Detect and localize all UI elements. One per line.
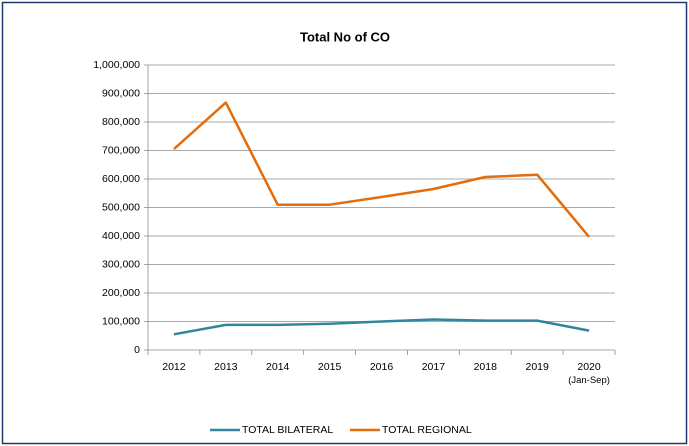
series-line xyxy=(173,101,591,238)
y-tick-label: 800,000 xyxy=(102,116,140,128)
x-tick-label: 2013 xyxy=(214,361,238,373)
x-tick-label: 2017 xyxy=(422,361,446,373)
x-tick-label: 2018 xyxy=(474,361,498,373)
y-tick-label: 100,000 xyxy=(102,315,140,327)
y-tick-label: 700,000 xyxy=(102,144,140,156)
x-tick-label: 2015 xyxy=(318,361,342,373)
chart-title: Total No of CO xyxy=(300,29,390,44)
y-tick-label: 500,000 xyxy=(102,201,140,213)
y-tick-label: 400,000 xyxy=(102,230,140,242)
x-tick-label: 2012 xyxy=(162,361,186,373)
x-tick-label: 2020 (Jan-Sep) xyxy=(568,361,610,386)
x-tick-label: 2019 xyxy=(525,361,549,373)
y-tick-label: 0 xyxy=(134,344,140,356)
x-tick-label: 2014 xyxy=(266,361,290,373)
legend-label: TOTAL REGIONAL xyxy=(382,424,472,436)
legend-label: TOTAL BILATERAL xyxy=(242,424,333,436)
y-tick-label: 1,000,000 xyxy=(93,59,140,71)
x-tick-label: 2016 xyxy=(370,361,394,373)
y-tick-label: 600,000 xyxy=(102,173,140,185)
series-line xyxy=(173,318,590,336)
y-tick-label: 200,000 xyxy=(102,287,140,299)
y-tick-label: 900,000 xyxy=(102,87,140,99)
y-tick-label: 300,000 xyxy=(102,258,140,270)
